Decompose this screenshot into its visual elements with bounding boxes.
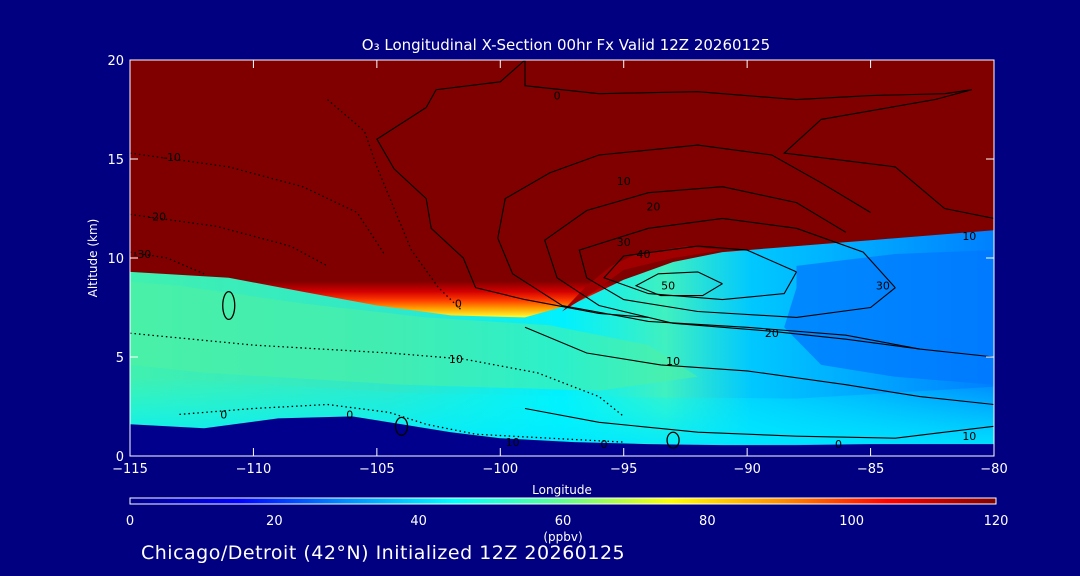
x-axis-label: Longitude (532, 483, 592, 497)
colorbar-tick-label: 0 (126, 514, 134, 529)
stratospheric-intrusion-field (562, 246, 723, 312)
y-tick-label: 20 (107, 54, 124, 69)
contour-label: 0 (835, 438, 842, 451)
contour-label: -20 (148, 210, 166, 223)
contour-30 (578, 217, 896, 318)
contour-label: 10 (962, 430, 976, 443)
contour-label: 0 (554, 90, 561, 103)
y-axis: 0 5 10 15 20 (107, 54, 994, 465)
contour-label: 40 (636, 248, 650, 261)
contour-0-dotted-low (179, 403, 624, 443)
contour-label: 30 (617, 236, 631, 249)
contour-0-west (376, 107, 649, 318)
plot-area: 0 10 20 10 30 40 50 30 20 10 0 10 0 0 10 0 0 10 -10 -20 -30 (130, 60, 994, 456)
contour-neg10 (130, 152, 385, 255)
y-tick-label: 5 (116, 351, 124, 366)
contour-neg30 (130, 251, 205, 275)
colorbar-tick-label: 40 (410, 514, 427, 529)
contour-label: 30 (876, 280, 890, 293)
stratosphere-field (130, 60, 994, 318)
contour-label: 10 (962, 230, 976, 243)
x-tick-label: −95 (610, 462, 637, 477)
y-tick-label: 0 (116, 450, 124, 465)
contour-label: 10 (617, 175, 631, 188)
contour-label: 50 (661, 280, 675, 293)
contour-label: 0 (346, 408, 353, 421)
contour-20 (544, 186, 920, 350)
x-axis: −115 −110 −105 −100 −95 −90 −85 −80 (112, 60, 1008, 477)
contour-neg20 (130, 213, 328, 267)
ozone-contour-lines (130, 60, 994, 449)
contour-50 (634, 271, 723, 297)
colorbar: 0 20 40 60 80 100 120 (ppbv) (126, 497, 1009, 544)
y-axis-label: Altitude (km) (86, 219, 100, 298)
colorbar-tick-label: 60 (555, 514, 572, 529)
colorbar-tick-label: 120 (984, 514, 1009, 529)
x-tick-label: −100 (482, 462, 518, 477)
colorbar-ticks: 0 20 40 60 80 100 120 (126, 514, 1009, 529)
x-tick-label: −90 (733, 462, 760, 477)
contour-40 (603, 245, 797, 301)
contour-10-a (497, 144, 994, 358)
contour-10-near-sfc (524, 407, 994, 439)
contour-label: 20 (765, 327, 779, 340)
boundary-layer-field (130, 416, 994, 456)
colorbar-tick-label: 20 (266, 514, 283, 529)
contour-label: 0 (600, 438, 607, 451)
lower-troposphere-field (130, 376, 994, 446)
contour-label: -30 (133, 248, 151, 261)
x-tick-label: −115 (112, 462, 148, 477)
contour-label: 10 (666, 355, 680, 368)
contour-10-lower (524, 326, 994, 406)
chart-title: O₃ Longitudinal X-Section 00hr Fx Valid … (362, 36, 770, 54)
colorbar-tick-label: 80 (699, 514, 716, 529)
contour-label: 10 (449, 353, 463, 366)
contour-label: 10 (506, 436, 520, 449)
contour-label: 20 (646, 201, 660, 214)
contour-0-upper (425, 60, 994, 219)
colorbar-scale (129, 497, 997, 505)
contour-labels: 0 10 20 10 30 40 50 30 20 10 0 10 0 0 10 0 0 10 -10 -20 -30 (133, 90, 976, 451)
contour-neg-dotted-upper (327, 99, 462, 310)
x-tick-label: −110 (236, 462, 272, 477)
y-tick-label: 10 (107, 252, 124, 267)
contour-0-dotted-mid (130, 332, 625, 417)
colorbar-unit-label: (ppbv) (543, 530, 582, 544)
x-tick-label: −80 (980, 462, 1007, 477)
contour-loop-0 (394, 416, 409, 436)
mid-troposphere-field (130, 281, 698, 391)
contour-loop-1 (666, 431, 680, 449)
x-tick-label: −85 (857, 462, 884, 477)
contour-loop-2 (222, 290, 236, 321)
footer-initialization-label: Chicago/Detroit (42°N) Initialized 12Z 2… (141, 542, 626, 564)
contour-label: -10 (163, 151, 181, 164)
x-tick-label: −105 (359, 462, 395, 477)
contour-label: 0 (455, 298, 462, 311)
contour-label: 0 (220, 408, 227, 421)
colorbar-tick-label: 100 (839, 514, 864, 529)
y-tick-label: 15 (107, 153, 124, 168)
